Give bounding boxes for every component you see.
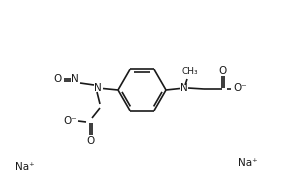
Text: Na⁺: Na⁺: [15, 162, 35, 172]
Text: O: O: [87, 135, 95, 145]
Text: O: O: [53, 74, 61, 84]
Text: N: N: [94, 83, 102, 93]
Text: Na⁺: Na⁺: [238, 158, 258, 168]
Text: O⁻: O⁻: [63, 116, 77, 126]
Text: O: O: [219, 65, 227, 75]
Text: N: N: [180, 83, 188, 93]
Text: O⁻: O⁻: [233, 83, 247, 93]
Text: N: N: [71, 74, 79, 84]
Text: CH₃: CH₃: [182, 66, 198, 75]
